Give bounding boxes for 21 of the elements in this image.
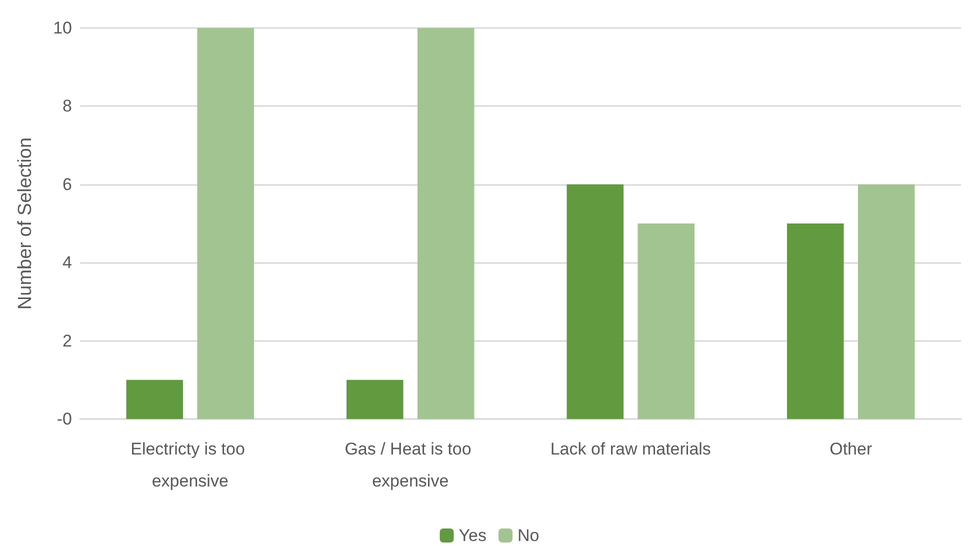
- y-tick-label: 6: [62, 174, 72, 194]
- bar: [787, 224, 844, 419]
- x-tick-label: Lack of raw materials: [550, 440, 711, 458]
- bar: [417, 28, 474, 419]
- bar: [197, 28, 254, 419]
- bar: [346, 380, 404, 419]
- y-axis-title: Number of Selection: [15, 137, 36, 310]
- y-tick-label: 2: [62, 331, 72, 350]
- bar: [126, 380, 184, 419]
- bar: [858, 184, 915, 419]
- bar: [638, 224, 694, 419]
- legend-label: Yes: [458, 526, 486, 545]
- y-tick-label: 4: [62, 253, 72, 272]
- x-tick-label: Electricty is too expensive: [130, 440, 250, 490]
- y-tick-label: -0: [56, 410, 72, 428]
- y-tick-label: 10: [53, 18, 72, 38]
- x-tick-label: Gas / Heat is too expensive: [344, 440, 476, 490]
- y-tick-label: 8: [62, 96, 72, 116]
- x-tick-label: Other: [830, 440, 872, 458]
- bar: [566, 184, 624, 419]
- legend-label: No: [518, 526, 540, 545]
